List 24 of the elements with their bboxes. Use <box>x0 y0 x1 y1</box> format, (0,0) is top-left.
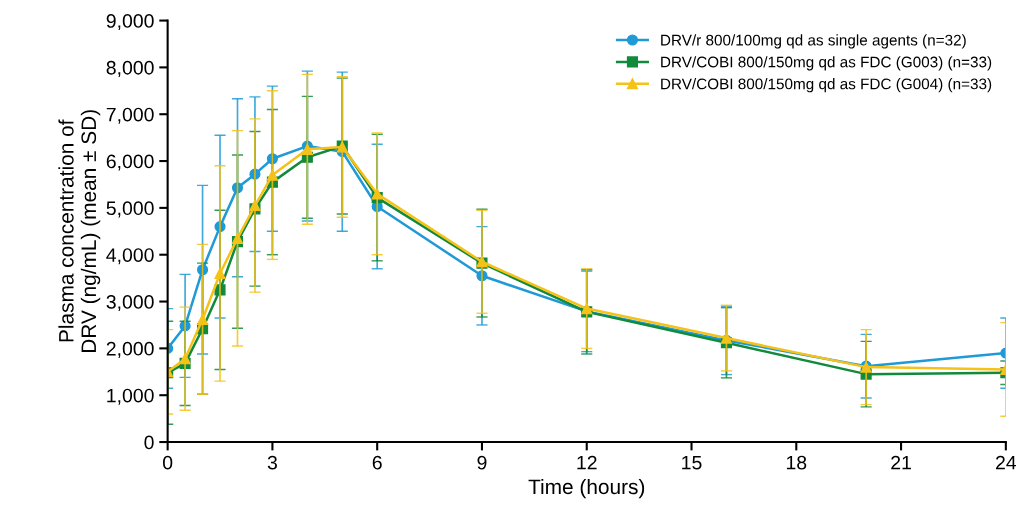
legend-label: DRV/COBI 800/150mg qd as FDC (G003) (n=33) <box>661 56 992 71</box>
y-tick-label: 3,000 <box>106 295 154 312</box>
y-tick-label: 9,000 <box>106 14 154 31</box>
y-tick-label: 2,000 <box>106 341 154 358</box>
x-tick-label: 18 <box>786 455 807 470</box>
y-tick-label: 1,000 <box>107 388 154 405</box>
y-tick-label: 0 <box>144 435 154 450</box>
x-axis-title: Time (hours) <box>528 478 645 499</box>
y-tick-label: 7,000 <box>106 107 154 124</box>
y-tick-label: 4,000 <box>106 248 154 265</box>
x-tick-label: 6 <box>372 455 382 470</box>
x-tick-label: 24 <box>996 455 1016 470</box>
y-tick-label: 5,000 <box>106 201 154 218</box>
x-tick-label: 9 <box>477 455 487 470</box>
y-axis-title: Plasma concentration of DRV (ng/mL) (mean ± SD) <box>58 110 101 353</box>
legend-label: DRV/COBI 800/150mg qd as FDC (G004) (n=33) <box>661 78 992 93</box>
legend-label: DRV/r 800/100mg qd as single agents (n=32) <box>661 34 966 49</box>
x-tick-label: 3 <box>267 455 277 470</box>
x-tick-label: 0 <box>162 455 173 470</box>
x-tick-label: 21 <box>891 455 911 470</box>
x-tick-label: 12 <box>577 455 597 470</box>
y-tick-label: 8,000 <box>106 60 154 77</box>
y-tick-label: 6,000 <box>106 154 154 171</box>
x-tick-label: 15 <box>682 455 702 470</box>
